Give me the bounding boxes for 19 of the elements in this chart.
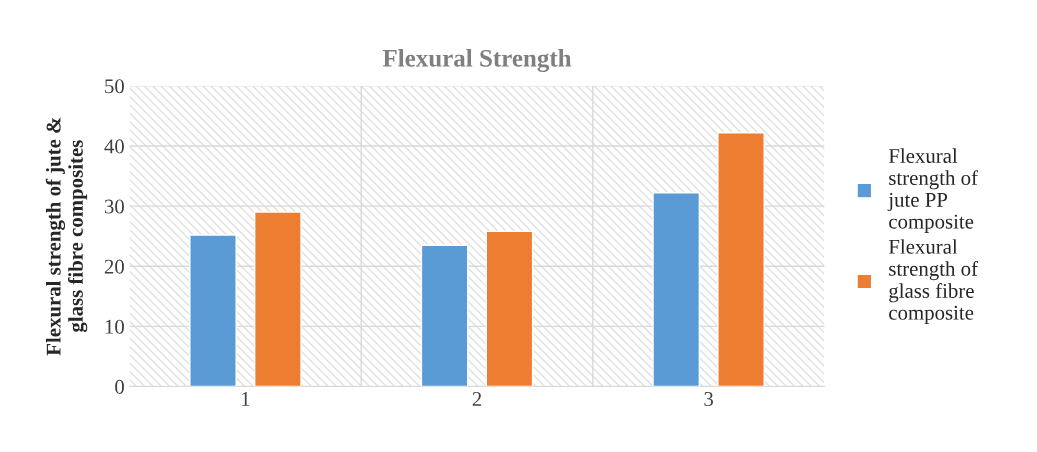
- bar: [485, 230, 534, 387]
- chart-title: Flexural Strength: [382, 49, 572, 72]
- y-tick-label: 0: [115, 379, 124, 394]
- bar: [652, 192, 701, 387]
- y-tick-label: 10: [105, 319, 124, 334]
- y-tick-label: 20: [104, 259, 124, 274]
- x-tick-label: 3: [704, 391, 714, 406]
- x-tick-label: 2: [472, 391, 482, 406]
- bar: [717, 132, 765, 387]
- y-tick-label: 50: [105, 79, 124, 94]
- bar: [420, 244, 469, 387]
- x-tick-label: 1: [242, 392, 250, 406]
- bar: [253, 211, 302, 387]
- bar: [189, 234, 237, 387]
- y-axis-title: Flexural strength of jute & glass fibre composites: [45, 117, 88, 356]
- legend-label: Flexural strength of jute PP composite: [887, 148, 978, 233]
- y-tick-label: 40: [104, 139, 124, 154]
- legend-label: Flexural strength of glass fibre composite: [888, 239, 978, 325]
- y-tick-label: 30: [104, 199, 124, 214]
